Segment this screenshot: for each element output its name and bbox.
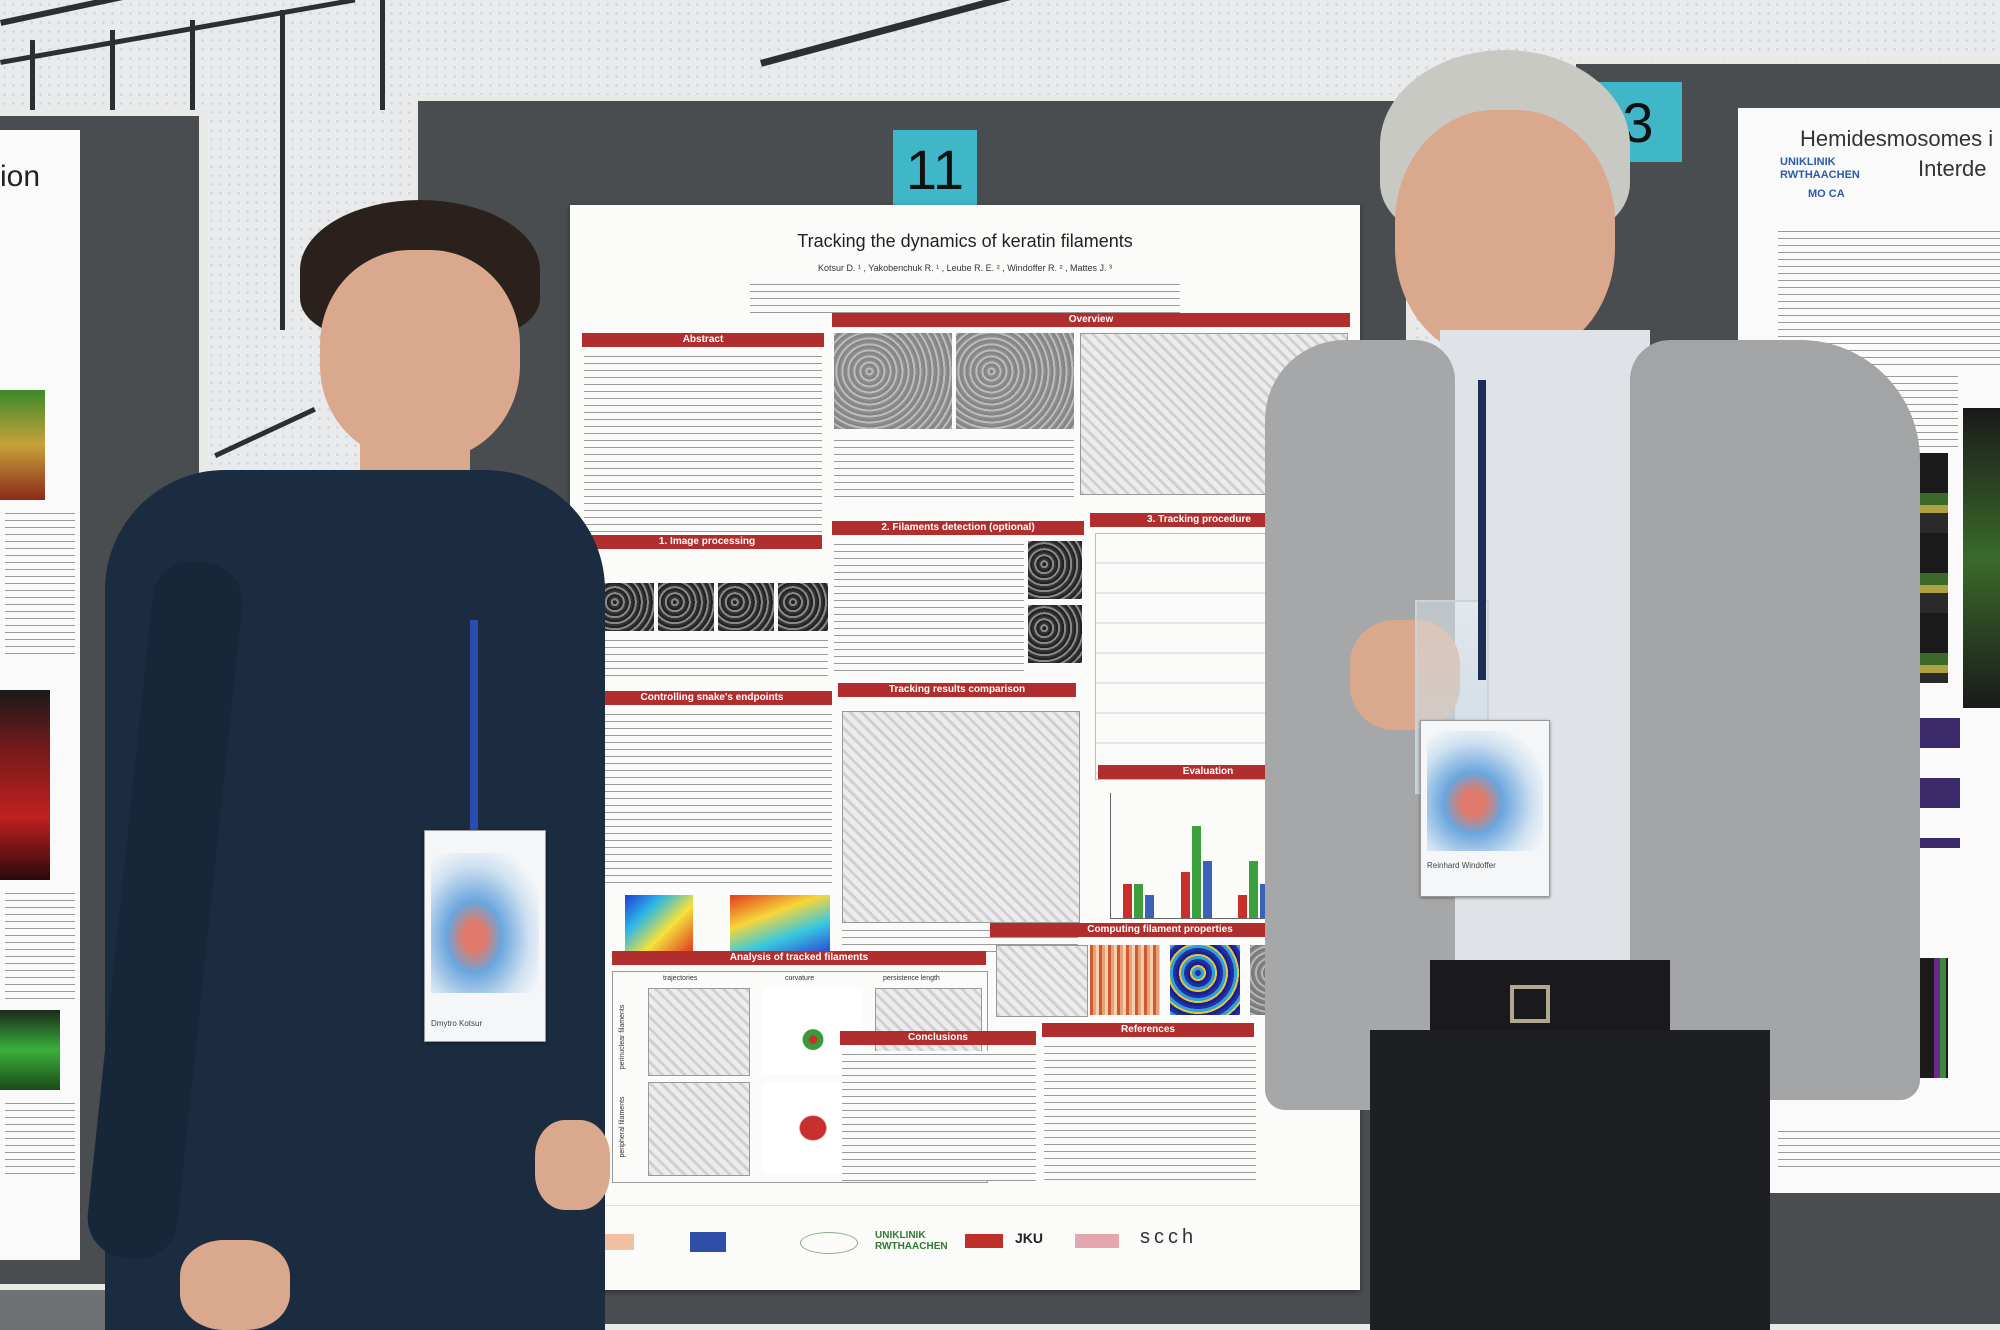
poster-footer: UNIKLINIK RWTHAACHEN JKU scch [570, 1205, 1360, 1276]
abstract-text [584, 353, 822, 533]
scch-logo: scch [1140, 1226, 1198, 1248]
detection-image-2 [1028, 605, 1082, 663]
filament-trajectory-plot [996, 945, 1088, 1017]
evaluation-bar [1202, 860, 1212, 918]
rail-post [110, 30, 115, 120]
eu-flag-icon [690, 1232, 726, 1252]
processing-image-2 [658, 583, 714, 631]
left-poster: ion [0, 130, 80, 1260]
name-badge: Reinhard Windoffer [1420, 720, 1550, 897]
badge-name: Dmytro Kotsur [431, 1019, 483, 1028]
board-number: 11 [893, 130, 977, 208]
text-block [5, 890, 75, 1000]
logo-icon [600, 1234, 634, 1250]
trajectories-plot-1 [648, 988, 750, 1076]
heatmap-1 [625, 895, 693, 955]
research-poster: Tracking the dynamics of keratin filamen… [570, 205, 1360, 1290]
controlling-text [596, 711, 832, 886]
section-abstract-header: Abstract [582, 333, 824, 347]
evaluation-bar [1134, 883, 1143, 918]
poster-affiliations [750, 281, 1180, 315]
section-analysis-header: Analysis of tracked filaments [612, 951, 986, 965]
analysis-col-persistence: persistence length [883, 975, 940, 982]
microscopy-image [0, 690, 50, 880]
belt-buckle [1510, 985, 1550, 1023]
processing-image-4 [778, 583, 828, 631]
moca-logo: MO CA [1808, 188, 1845, 200]
evaluation-bar [1123, 883, 1132, 918]
curvature-map [1170, 945, 1240, 1015]
uniklinik-logo: UNIKLINIK RWTHAACHEN [875, 1230, 948, 1252]
cardigan-right [1630, 340, 1920, 1100]
evaluation-bar [1145, 895, 1154, 918]
rail-post [280, 10, 285, 330]
overview-image-b [956, 333, 1074, 429]
rail-post [30, 40, 35, 120]
poster-title: Tracking the dynamics of keratin filamen… [797, 231, 1133, 251]
name-badge: Dmytro Kotsur [424, 830, 546, 1042]
evaluation-bar [1191, 826, 1201, 918]
evaluation-bar [1180, 872, 1190, 918]
right-hand [535, 1120, 610, 1210]
section-tracking-results-header: Tracking results comparison [838, 683, 1076, 697]
section-references-header: References [1042, 1023, 1254, 1037]
right-poster-subtitle: Interde [1918, 156, 1987, 181]
heatmap-2 [730, 895, 830, 955]
conclusions-text [842, 1051, 1036, 1181]
analysis-row-perinuclear: perinuclear filaments [619, 1004, 626, 1070]
badge-graphic [1427, 731, 1543, 851]
processing-image-3 [718, 583, 774, 631]
lanyard [1478, 380, 1486, 680]
back-forth-plot [1090, 945, 1160, 1015]
rail-post [380, 0, 385, 110]
text-block [5, 1100, 75, 1180]
processing-image-1 [598, 583, 654, 631]
jku-logo: JKU [1015, 1230, 1044, 1246]
overview-caption [834, 437, 1074, 497]
section-evaluation-header: Evaluation [1098, 765, 1318, 779]
left-hand [180, 1240, 290, 1330]
trajectories-plot-2 [648, 1082, 750, 1176]
analysis-row-peripheral: peripheral filaments [619, 1096, 626, 1158]
overview-image-a [834, 333, 952, 429]
microscopy-panel [1963, 408, 2000, 708]
microscopy-image [0, 1010, 60, 1090]
dark-trousers [1370, 1030, 1770, 1330]
moca-logo-icon [800, 1232, 858, 1254]
badge-graphic [431, 853, 539, 993]
microscopy-image [0, 390, 45, 500]
section-conclusions-header: Conclusions [840, 1031, 1036, 1045]
face [1395, 110, 1615, 360]
analysis-col-curvature: curvature [785, 975, 815, 982]
section-computing-header: Computing filament properties [990, 923, 1330, 937]
detection-image-1 [1028, 541, 1082, 599]
poster-authors: Kotsur D. ¹ , Yakobenchuk R. ¹ , Leube R… [817, 263, 1113, 273]
right-poster-title: Hemidesmosomes i [1800, 126, 1994, 151]
left-poster-title: ion [0, 160, 41, 193]
detection-text [834, 541, 1024, 676]
logo-icon [1075, 1234, 1119, 1248]
references-text [1044, 1043, 1256, 1183]
lanyard [470, 620, 478, 830]
section-filaments-detection-header: 2. Filaments detection (optional) [832, 521, 1084, 535]
section-overview-header: Overview [832, 313, 1350, 327]
section-tracking-procedure-header: 3. Tracking procedure [1090, 513, 1308, 527]
section-image-processing-header: 1. Image processing [592, 535, 822, 549]
analysis-col-trajectories: trajectories [663, 975, 698, 982]
uniklinik-logo: UNIKLINIK RWTHAACHEN [1780, 156, 1860, 181]
text-block [1778, 1128, 2000, 1168]
badge-name: Reinhard Windoffer [1427, 861, 1496, 870]
section-controlling-header: Controlling snake's endpoints [592, 691, 832, 705]
logo-icon [965, 1234, 1003, 1248]
evaluation-bar [1260, 883, 1269, 918]
belt [1430, 960, 1670, 1040]
processing-captions [598, 637, 828, 677]
tracking-comparison-grid [842, 711, 1080, 923]
text-block [5, 510, 75, 660]
evaluation-bar [1238, 895, 1247, 918]
evaluation-bar [1249, 860, 1258, 918]
